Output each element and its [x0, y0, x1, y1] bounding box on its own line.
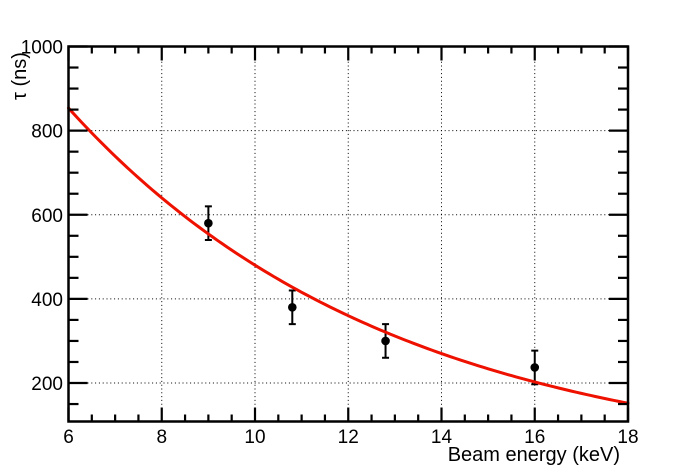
- gridlines-layer: [68, 46, 628, 422]
- tick-labels-layer: 6 8 10 12 14 16 18 200 400 600 800 1000: [21, 38, 639, 449]
- y-tick-label: 1000: [21, 38, 63, 59]
- fit-curve-layer: [67, 106, 630, 405]
- x-tick-label: 10: [244, 427, 265, 448]
- data-points-layer: [204, 205, 540, 386]
- x-axis-title: Beam energy (keV): [448, 444, 620, 466]
- y-tick-label: 800: [31, 122, 63, 143]
- x-tick-label: 6: [63, 427, 74, 448]
- axes-frame-layer: [67, 45, 630, 423]
- marker-circle: [288, 302, 297, 312]
- x-tick-label: 8: [156, 427, 167, 448]
- data-point: [381, 323, 390, 359]
- plot-frame: [67, 45, 630, 423]
- marker-circle: [530, 363, 540, 372]
- y-tick-label: 200: [31, 374, 63, 395]
- marker-circle: [381, 336, 390, 346]
- x-tick-label: 14: [431, 427, 453, 448]
- x-tick-label: 12: [338, 427, 359, 448]
- data-point: [288, 289, 297, 326]
- y-tick-label: 400: [31, 290, 63, 311]
- fit-curve: [67, 106, 630, 405]
- data-point: [530, 349, 540, 386]
- x-tick-label: 16: [524, 427, 545, 448]
- x-tick-label: 18: [617, 427, 638, 448]
- marker-circle: [204, 218, 213, 228]
- y-tick-label: 600: [31, 206, 63, 227]
- y-axis-title: τ (ns): [9, 52, 31, 100]
